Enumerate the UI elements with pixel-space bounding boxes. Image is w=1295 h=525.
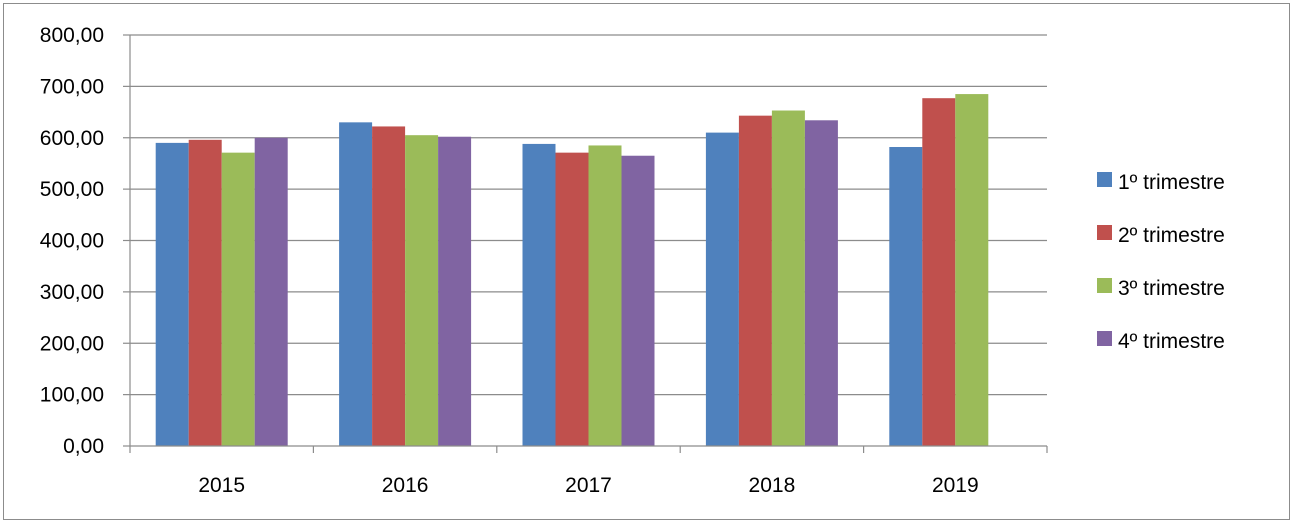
- axes: [123, 34, 1048, 453]
- legend-label-2: 2º trimestre: [1118, 224, 1225, 247]
- bar-2017-series-2: [555, 152, 589, 446]
- bar-2015-series-1: [155, 142, 189, 446]
- legend-label-1: 1º trimestre: [1118, 171, 1225, 194]
- legend-label-4: 4º trimestre: [1118, 330, 1225, 353]
- bar-2016-series-4: [438, 136, 472, 446]
- x-tick-label-2018: 2018: [749, 474, 796, 497]
- bar-2016-series-1: [339, 122, 373, 447]
- legend-swatch-1: [1097, 172, 1112, 187]
- x-axis-tick-labels: 2015 2016 2017 2018 2019: [198, 474, 978, 497]
- y-tick-label: 800,00: [40, 24, 104, 47]
- bar-2019-series-1: [889, 146, 923, 446]
- x-tick-label-2015: 2015: [198, 474, 245, 497]
- legend-swatch-4: [1097, 331, 1112, 346]
- y-tick-label: 300,00: [40, 281, 104, 304]
- y-tick-label: 600,00: [40, 127, 104, 150]
- bar-2018-series-2: [738, 115, 772, 446]
- legend: 1º trimestre 2º trimestre 3º trimestre 4º t…: [1097, 171, 1225, 353]
- y-tick-label: 400,00: [40, 230, 104, 253]
- x-tick-label-2016: 2016: [382, 474, 429, 497]
- bar-2016-series-3: [405, 135, 439, 446]
- x-tick-label-2017: 2017: [565, 474, 612, 497]
- y-tick-label: 100,00: [40, 384, 104, 407]
- bar-2017-series-1: [522, 143, 556, 447]
- y-tick-label: 700,00: [40, 75, 104, 98]
- bar-2018-series-3: [771, 110, 805, 447]
- bar-2018-series-4: [804, 120, 838, 446]
- y-tick-label: 200,00: [40, 332, 104, 355]
- legend-label-3: 3º trimestre: [1118, 277, 1225, 300]
- bar-2015-series-4: [254, 137, 288, 446]
- bar-2015-series-3: [221, 152, 255, 446]
- x-tick-label-2019: 2019: [932, 474, 979, 497]
- bar-2017-series-3: [588, 145, 622, 447]
- bar-2016-series-2: [372, 126, 406, 446]
- bar-2018-series-1: [705, 132, 739, 447]
- bar-2019-series-2: [922, 98, 956, 446]
- legend-swatch-3: [1097, 278, 1112, 293]
- bar-2015-series-2: [188, 139, 222, 446]
- y-axis-tick-labels: 0,00 100,00 200,00 300,00 400,00 500,00 600,00…: [40, 24, 104, 458]
- legend-swatch-2: [1097, 225, 1112, 240]
- bars: [155, 94, 989, 447]
- y-tick-label: 0,00: [63, 435, 104, 458]
- bar-2019-series-3: [955, 94, 989, 447]
- y-tick-label: 500,00: [40, 178, 104, 201]
- bar-2017-series-4: [621, 155, 655, 446]
